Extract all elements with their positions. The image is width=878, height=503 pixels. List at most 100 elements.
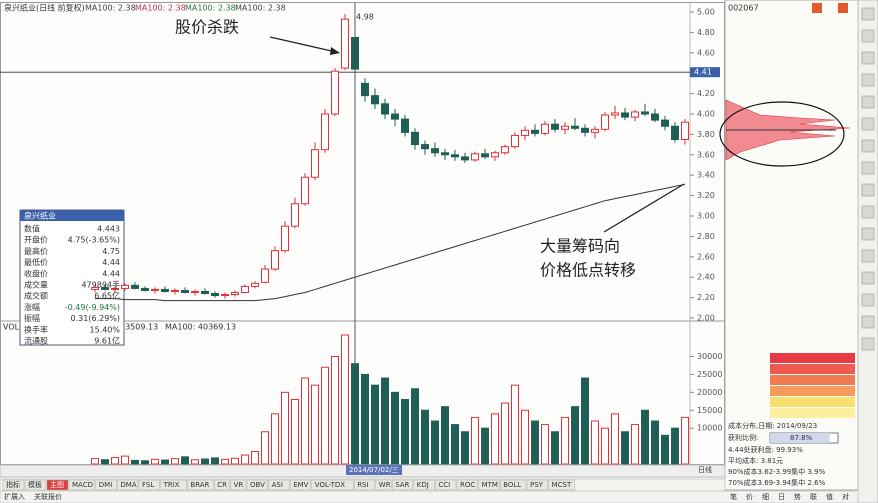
- tab[interactable]: [478, 479, 500, 491]
- volume-bar: [251, 450, 259, 465]
- side-tab[interactable]: 对: [842, 492, 849, 501]
- candle-body: [601, 114, 609, 130]
- tab[interactable]: [289, 479, 312, 491]
- icon[interactable]: [861, 7, 875, 21]
- side-button[interactable]: [838, 3, 848, 13]
- tab-label[interactable]: MTM: [482, 481, 498, 489]
- icon[interactable]: [861, 161, 875, 175]
- side-tab[interactable]: 值: [826, 492, 833, 501]
- tab-label[interactable]: 主图: [50, 480, 64, 489]
- tab-label[interactable]: OBV: [250, 481, 265, 489]
- side-button[interactable]: [812, 3, 822, 13]
- volume-bar: [141, 460, 149, 465]
- volume-bar: [651, 420, 659, 465]
- ma-label: MA100: 2.38: [235, 4, 286, 13]
- side-tab[interactable]: 日: [778, 493, 785, 501]
- icon[interactable]: [861, 29, 875, 43]
- tab[interactable]: [246, 479, 268, 491]
- side-tab[interactable]: 联: [810, 492, 817, 501]
- tab[interactable]: [117, 479, 139, 491]
- icon[interactable]: [861, 315, 875, 329]
- vol-tick-label: 25000: [697, 370, 722, 379]
- icon[interactable]: [861, 293, 875, 307]
- tab-label[interactable]: 模板: [28, 480, 42, 489]
- tab[interactable]: [2, 479, 25, 491]
- tab-label[interactable]: KDJ: [417, 481, 429, 489]
- candle-body: [381, 103, 389, 115]
- tab-label[interactable]: WR: [379, 481, 391, 489]
- side-tab[interactable]: 笔: [730, 492, 737, 501]
- tab-label[interactable]: DMI: [99, 481, 113, 489]
- side-tab[interactable]: 价: [746, 493, 753, 501]
- tab-label[interactable]: MCST: [552, 481, 572, 489]
- tab[interactable]: [68, 479, 96, 491]
- side-tab[interactable]: 细: [762, 492, 769, 501]
- tab[interactable]: [24, 479, 47, 491]
- tab-label[interactable]: CR: [217, 481, 227, 489]
- legend-bar: [770, 386, 855, 396]
- icon[interactable]: [861, 117, 875, 131]
- icon[interactable]: [861, 337, 875, 351]
- tab-label[interactable]: RSI: [357, 481, 368, 489]
- tab-label[interactable]: MACD: [72, 481, 93, 489]
- icon[interactable]: [861, 73, 875, 87]
- volume-bar: [611, 413, 619, 465]
- candle-body: [111, 287, 119, 290]
- tab-label[interactable]: ROC: [460, 481, 475, 489]
- volume-bar: [451, 424, 459, 465]
- tab-label[interactable]: ASI: [272, 481, 283, 489]
- volume-bar: [341, 334, 349, 465]
- price-tick-label: 2.60: [697, 252, 715, 261]
- icon[interactable]: [861, 139, 875, 153]
- icon[interactable]: [861, 183, 875, 197]
- bottom-tab[interactable]: 扩展入: [4, 492, 25, 501]
- icon[interactable]: [861, 227, 875, 241]
- side-tab[interactable]: 势: [794, 492, 801, 501]
- tab[interactable]: [187, 479, 214, 491]
- tab-label[interactable]: EMV: [293, 481, 308, 489]
- tab-label[interactable]: DMA: [120, 481, 136, 489]
- tab[interactable]: [95, 479, 117, 491]
- bottom-tab[interactable]: 关联报价: [34, 492, 62, 501]
- volume-bar: [631, 424, 639, 465]
- tab[interactable]: [435, 479, 457, 491]
- tab-label[interactable]: VOL-TDX: [315, 481, 346, 489]
- tab[interactable]: [138, 479, 160, 491]
- tab[interactable]: [213, 479, 230, 491]
- price-tick-label: 4.80: [697, 28, 715, 37]
- tab-label[interactable]: PSY: [530, 481, 544, 489]
- candle-body: [291, 203, 299, 227]
- tab-label[interactable]: FSL: [142, 481, 154, 489]
- volume-bar: [531, 420, 539, 465]
- tab-label[interactable]: SAR: [395, 481, 409, 489]
- tab[interactable]: [413, 479, 435, 491]
- tab[interactable]: [456, 479, 478, 491]
- tab[interactable]: [526, 479, 548, 491]
- icon[interactable]: [861, 205, 875, 219]
- tab[interactable]: [548, 479, 575, 491]
- tab[interactable]: [46, 479, 69, 491]
- tab-label[interactable]: TRIX: [163, 481, 180, 489]
- volume-bar: [661, 434, 669, 465]
- tab[interactable]: [353, 479, 376, 491]
- tab-label[interactable]: BRAR: [190, 481, 209, 489]
- tab-label[interactable]: 指标: [6, 480, 20, 489]
- tab[interactable]: [160, 479, 187, 491]
- icon[interactable]: [861, 51, 875, 65]
- tab[interactable]: [391, 479, 414, 491]
- tab-label[interactable]: BOLL: [503, 481, 521, 489]
- tab[interactable]: [311, 479, 354, 491]
- candle-body: [301, 176, 309, 205]
- tab[interactable]: [268, 479, 290, 491]
- arrowhead: [330, 47, 340, 55]
- tab-label[interactable]: VR: [234, 481, 244, 489]
- tab[interactable]: [375, 479, 392, 491]
- tab[interactable]: [499, 479, 527, 491]
- tab-label[interactable]: CCI: [438, 481, 450, 489]
- icon[interactable]: [861, 249, 875, 263]
- icon[interactable]: [861, 271, 875, 285]
- icon[interactable]: [861, 95, 875, 109]
- info-key: 开盘价: [24, 235, 48, 245]
- volume-bar: [311, 384, 319, 465]
- tab[interactable]: [230, 479, 247, 491]
